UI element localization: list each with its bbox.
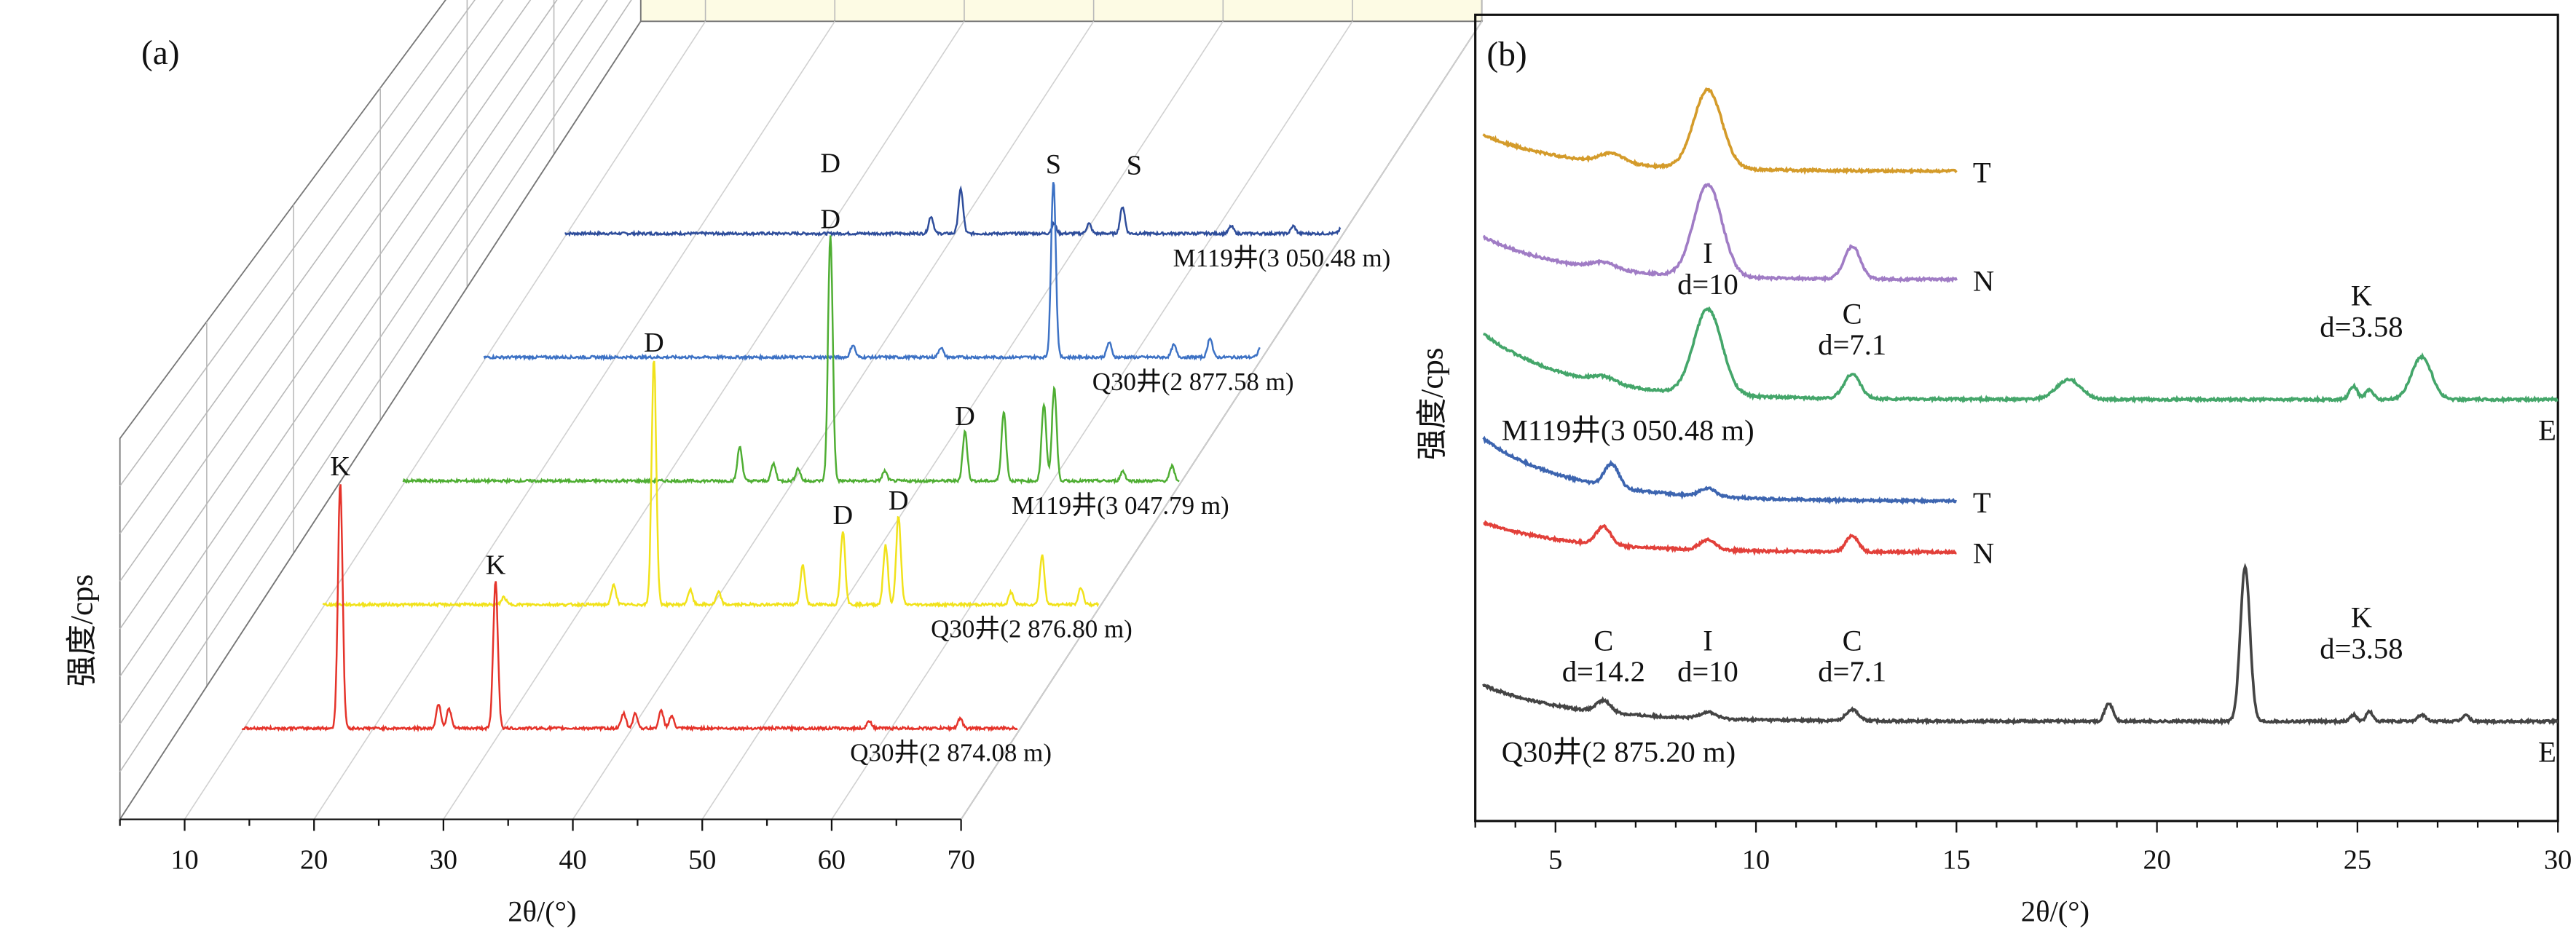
peak-label: D (820, 148, 840, 179)
panel-label: (a) (141, 34, 180, 72)
peak-label: D (955, 401, 975, 432)
x-tick-label: 30 (2544, 844, 2572, 875)
y-axis-title: 强度/cps (1416, 348, 1450, 461)
series-1: Q30井(2 876.80 m) D D D (322, 328, 1133, 643)
series-line (1482, 183, 1958, 283)
series-b-2: E Id=10 Cd=7.1 Kd=3.58 M119井(3 050.48 m) (1483, 237, 2559, 447)
series-line (1482, 435, 1958, 505)
x-tick-label: 10 (170, 844, 198, 875)
series-label: M119井(3 050.48 m) (1173, 244, 1391, 272)
series-b-5: E Cd=14.2 Id=10 Cd=7.1 Kd=3.58 Q30井(2 875.20 … (1482, 563, 2559, 769)
series-b-1: N (1482, 183, 1994, 297)
peak-label-d: d=7.1 (1818, 655, 1886, 688)
series-line (564, 185, 1342, 238)
peak-label-d: d=3.58 (2320, 633, 2403, 665)
peak-label-d: d=3.58 (2320, 310, 2403, 343)
peak-label: K (2351, 280, 2372, 312)
x-tick-label: 15 (1942, 844, 1970, 875)
peak-label: C (1843, 297, 1862, 330)
back-wall (639, 0, 1483, 23)
peak-label-d: d=10 (1677, 655, 1738, 688)
end-label: N (1973, 264, 1994, 297)
x-tick-label: 70 (947, 844, 974, 875)
peak-label: C (1594, 624, 1613, 657)
back-wall-plane (639, 0, 1483, 23)
series-line (1483, 306, 2559, 404)
series-label: Q30井(2 876.80 m) (931, 615, 1133, 643)
sample-label: Q30井(2 875.20 m) (1502, 736, 1736, 769)
series-label: M119井(3 047.79 m) (1012, 491, 1229, 520)
peak-label-d: d=10 (1677, 268, 1738, 301)
peak-label: D (832, 500, 853, 531)
panel-label: (b) (1486, 36, 1527, 74)
peak-label: C (1843, 624, 1862, 657)
x-axis-title: 2θ/(°) (2021, 895, 2089, 927)
series-4: M119井(3 050.48 m) (564, 185, 1391, 272)
x-tick-label: 60 (818, 844, 846, 875)
end-label: E (2538, 736, 2556, 769)
peak-label: K (2351, 601, 2372, 634)
peak-label: D (644, 328, 664, 358)
floor-gridline (184, 20, 706, 820)
peak-label-d: d=7.1 (1818, 328, 1886, 361)
peak-label: S (1127, 151, 1142, 181)
floor-gridline (960, 20, 1483, 820)
panel-a: M119井(3 050.48 m) Q30井(2 877.58 m) S M119井(… (65, 0, 1484, 928)
series-line (402, 235, 1180, 486)
end-label: N (1973, 537, 1994, 570)
x-tick-label: 20 (2143, 844, 2170, 875)
plot-frame (1474, 13, 2559, 823)
series-line (483, 182, 1261, 362)
x-tick-label: 20 (300, 844, 328, 875)
series-b-4: N (1483, 520, 1994, 570)
x-tick-label: 5 (1548, 844, 1562, 875)
series-line (241, 484, 1018, 733)
series-line (1482, 563, 2559, 726)
series-line (322, 360, 1100, 609)
peak-label: S (1046, 149, 1061, 180)
peak-label: K (330, 451, 350, 482)
series-label: Q30井(2 874.08 m) (850, 739, 1052, 767)
x-tick-label: 40 (559, 844, 586, 875)
series-line (1482, 87, 1958, 175)
x-tick-label: 30 (430, 844, 457, 875)
sample-label: M119井(3 050.48 m) (1502, 414, 1754, 447)
series-b-3: T (1482, 435, 1991, 519)
x-tick-label: 10 (1742, 844, 1770, 875)
peak-label: I (1703, 624, 1713, 657)
peak-label: D (820, 204, 840, 234)
floor-gridline (572, 20, 1095, 820)
y-axis-title: 强度/cps (65, 574, 99, 687)
end-label: T (1973, 486, 1991, 519)
x-axis-b: 5 10 15 20 25 30 2θ/(°) 强度/cps (1416, 348, 2572, 928)
floor-gridline (443, 20, 965, 820)
series-b-0: T (1482, 87, 1991, 189)
x-axis: 10 20 30 40 50 60 70 2θ/(°) 强度/cps (65, 574, 974, 928)
series-0: Q30井(2 874.08 m) K K (241, 451, 1052, 767)
peak-label: K (486, 550, 506, 580)
series-label: Q30井(2 877.58 m) (1092, 368, 1294, 396)
x-tick-label: 50 (688, 844, 716, 875)
end-label: E (2538, 414, 2556, 447)
series-2: M119井(3 047.79 m) D D (402, 204, 1229, 520)
x-tick-label: 25 (2344, 844, 2371, 875)
peak-label: I (1703, 237, 1713, 269)
floor-gridline (701, 20, 1224, 820)
series-3: Q30井(2 877.58 m) S (483, 149, 1294, 396)
series-line (1483, 520, 1957, 557)
floor-gridline (313, 20, 835, 820)
peak-label: D (889, 486, 909, 516)
end-label: T (1973, 156, 1991, 189)
floor-gridline (831, 20, 1353, 820)
x-axis-title: 2θ/(°) (508, 895, 576, 927)
peak-label-d: d=14.2 (1562, 655, 1645, 688)
